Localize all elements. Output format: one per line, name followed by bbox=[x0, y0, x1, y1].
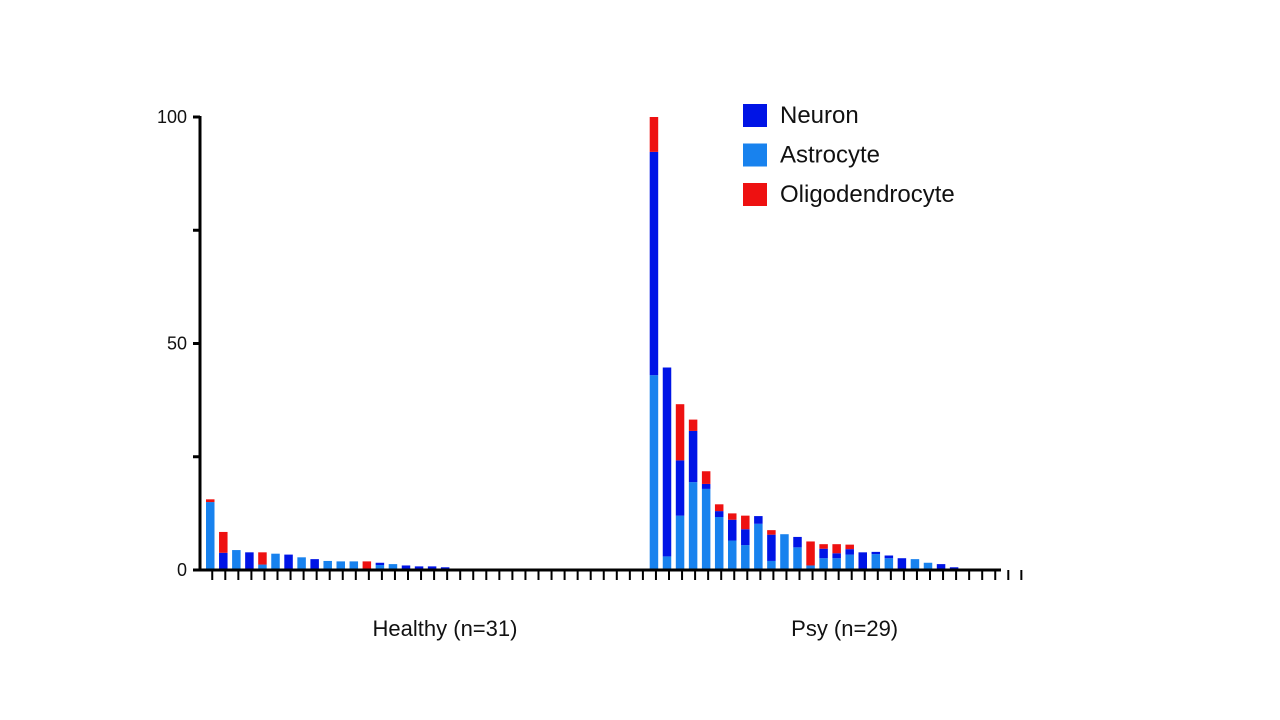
bar-segment-neuron-g2-6 bbox=[714, 511, 724, 517]
bar-segment-astrocyte-g2-12 bbox=[793, 547, 802, 570]
bar-segment-neuron-g1-9 bbox=[310, 559, 319, 570]
bar-segment-astrocyte-g1-6 bbox=[271, 553, 280, 570]
legend-label-neuron: Neuron bbox=[780, 102, 859, 129]
bar-segment-neuron-g2-2 bbox=[662, 367, 672, 557]
bar-segment-oligodendrocyte-g1-1 bbox=[206, 499, 215, 503]
bar-segment-astrocyte-g1-5 bbox=[258, 564, 267, 570]
bar-segment-neuron-g2-17 bbox=[858, 552, 867, 570]
y-tick-label: 50 bbox=[167, 334, 187, 354]
bar-segment-neuron-g2-3 bbox=[675, 460, 685, 516]
bar-segment-neuron-g2-15 bbox=[832, 553, 841, 559]
bar-segment-oligodendrocyte-g2-7 bbox=[728, 513, 737, 520]
legend-swatch-neuron bbox=[743, 104, 767, 127]
bar-segment-astrocyte-g2-14 bbox=[819, 558, 828, 570]
legend-label-oligodendrocyte: Oligodendrocyte bbox=[780, 181, 955, 208]
bar-segment-astrocyte-g2-7 bbox=[728, 540, 737, 570]
bar-segment-neuron-g2-12 bbox=[793, 536, 802, 548]
bar-segment-astrocyte-g1-3 bbox=[232, 550, 241, 570]
bar-segment-oligodendrocyte-g2-10 bbox=[767, 530, 776, 535]
bar-segment-astrocyte-g2-6 bbox=[714, 517, 724, 570]
bar-segment-astrocyte-g1-8 bbox=[297, 557, 306, 570]
bar-segment-astrocyte-g1-15 bbox=[388, 564, 398, 570]
bar-segment-oligodendrocyte-g2-3 bbox=[675, 404, 685, 461]
bar-segment-astrocyte-g2-3 bbox=[675, 515, 685, 570]
group-labels: Healthy (n=31) Psy (n=29) bbox=[373, 616, 899, 641]
bars-layer bbox=[206, 117, 959, 570]
bar-segment-neuron-g2-20 bbox=[897, 558, 907, 570]
bar-segment-oligodendrocyte-g2-6 bbox=[714, 504, 724, 512]
bar-segment-astrocyte-g2-22 bbox=[923, 562, 933, 570]
bar-segment-astrocyte-g1-1 bbox=[206, 502, 215, 570]
bar-segment-neuron-g1-19 bbox=[440, 567, 450, 569]
bar-segment-astrocyte-g2-11 bbox=[780, 534, 789, 570]
bar-segment-astrocyte-g2-5 bbox=[701, 488, 711, 570]
bar-segment-astrocyte-g2-1 bbox=[649, 375, 659, 570]
bar-segment-astrocyte-g1-12 bbox=[349, 561, 359, 570]
bar-segment-oligodendrocyte-g2-14 bbox=[819, 544, 828, 549]
y-tick-label: 100 bbox=[157, 107, 187, 127]
bar-segment-neuron-g2-14 bbox=[819, 548, 828, 559]
y-tick-label: 0 bbox=[177, 560, 187, 580]
bar-segment-astrocyte-g2-15 bbox=[832, 558, 841, 570]
bar-segment-astrocyte-g2-19 bbox=[884, 558, 894, 570]
bar-segment-neuron-g2-1 bbox=[649, 151, 659, 376]
bar-segment-neuron-g1-4 bbox=[245, 552, 254, 570]
bar-segment-oligodendrocyte-g2-8 bbox=[741, 515, 750, 530]
bar-segment-astrocyte-g2-9 bbox=[754, 523, 763, 570]
bar-segment-neuron-g1-18 bbox=[427, 566, 437, 570]
bar-segment-oligodendrocyte-g2-15 bbox=[832, 544, 841, 554]
bar-segment-oligodendrocyte-g2-13 bbox=[806, 541, 815, 566]
bar-segment-astrocyte-g1-11 bbox=[336, 561, 345, 570]
y-ticks: 0 50 100 bbox=[157, 107, 200, 580]
legend-label-astrocyte: Astrocyte bbox=[780, 142, 880, 169]
bar-segment-oligodendrocyte-g2-4 bbox=[688, 419, 698, 431]
bar-segment-neuron-g2-19 bbox=[884, 555, 894, 559]
bar-segment-neuron-g2-4 bbox=[688, 430, 698, 483]
bar-segment-neuron-g1-2 bbox=[219, 552, 228, 570]
bar-segment-oligodendrocyte-g2-5 bbox=[701, 471, 711, 484]
x-ticks bbox=[211, 570, 1023, 580]
bar-segment-neuron-g2-18 bbox=[871, 551, 881, 555]
legend-swatch-astrocyte bbox=[743, 143, 767, 167]
bar-segment-neuron-g1-16 bbox=[401, 565, 411, 570]
bar-segment-neuron-g1-7 bbox=[284, 554, 293, 570]
bar-segment-astrocyte-g1-10 bbox=[323, 560, 332, 570]
group-label-1: Healthy (n=31) bbox=[373, 616, 518, 641]
group-label-2: Psy (n=29) bbox=[791, 616, 898, 641]
bar-segment-astrocyte-g2-18 bbox=[871, 554, 881, 570]
legend-swatch-oligodendrocyte bbox=[743, 183, 767, 206]
bar-segment-neuron-g1-17 bbox=[414, 566, 424, 570]
bar-segment-astrocyte-g2-4 bbox=[688, 482, 698, 570]
bar-segment-astrocyte-g2-16 bbox=[845, 554, 854, 570]
bar-segment-astrocyte-g2-13 bbox=[806, 565, 815, 570]
bar-segment-astrocyte-g2-2 bbox=[662, 556, 672, 570]
bar-segment-neuron-g2-10 bbox=[767, 534, 776, 561]
bar-segment-neuron-g2-5 bbox=[701, 483, 711, 489]
bar-segment-neuron-g2-16 bbox=[845, 549, 854, 555]
bar-segment-neuron-g2-9 bbox=[754, 516, 763, 524]
bar-segment-neuron-g2-7 bbox=[728, 519, 737, 541]
bar-segment-oligodendrocyte-g2-1 bbox=[649, 117, 659, 152]
legend: Neuron Astrocyte Oligodendrocyte bbox=[743, 102, 955, 208]
bar-segment-oligodendrocyte-g1-5 bbox=[258, 552, 267, 565]
bar-segment-astrocyte-g2-8 bbox=[741, 545, 750, 570]
bar-segment-oligodendrocyte-g2-16 bbox=[845, 544, 854, 550]
bar-segment-neuron-g1-14 bbox=[375, 562, 385, 566]
bar-segment-oligodendrocyte-g1-13 bbox=[362, 561, 372, 570]
bar-segment-neuron-g2-23 bbox=[936, 564, 946, 570]
bar-segment-neuron-g2-8 bbox=[741, 529, 750, 546]
bar-segment-astrocyte-g2-21 bbox=[910, 559, 920, 570]
bar-segment-astrocyte-g1-14 bbox=[375, 565, 385, 570]
bar-segment-astrocyte-g2-10 bbox=[767, 560, 776, 570]
bar-segment-oligodendrocyte-g1-2 bbox=[219, 531, 228, 553]
